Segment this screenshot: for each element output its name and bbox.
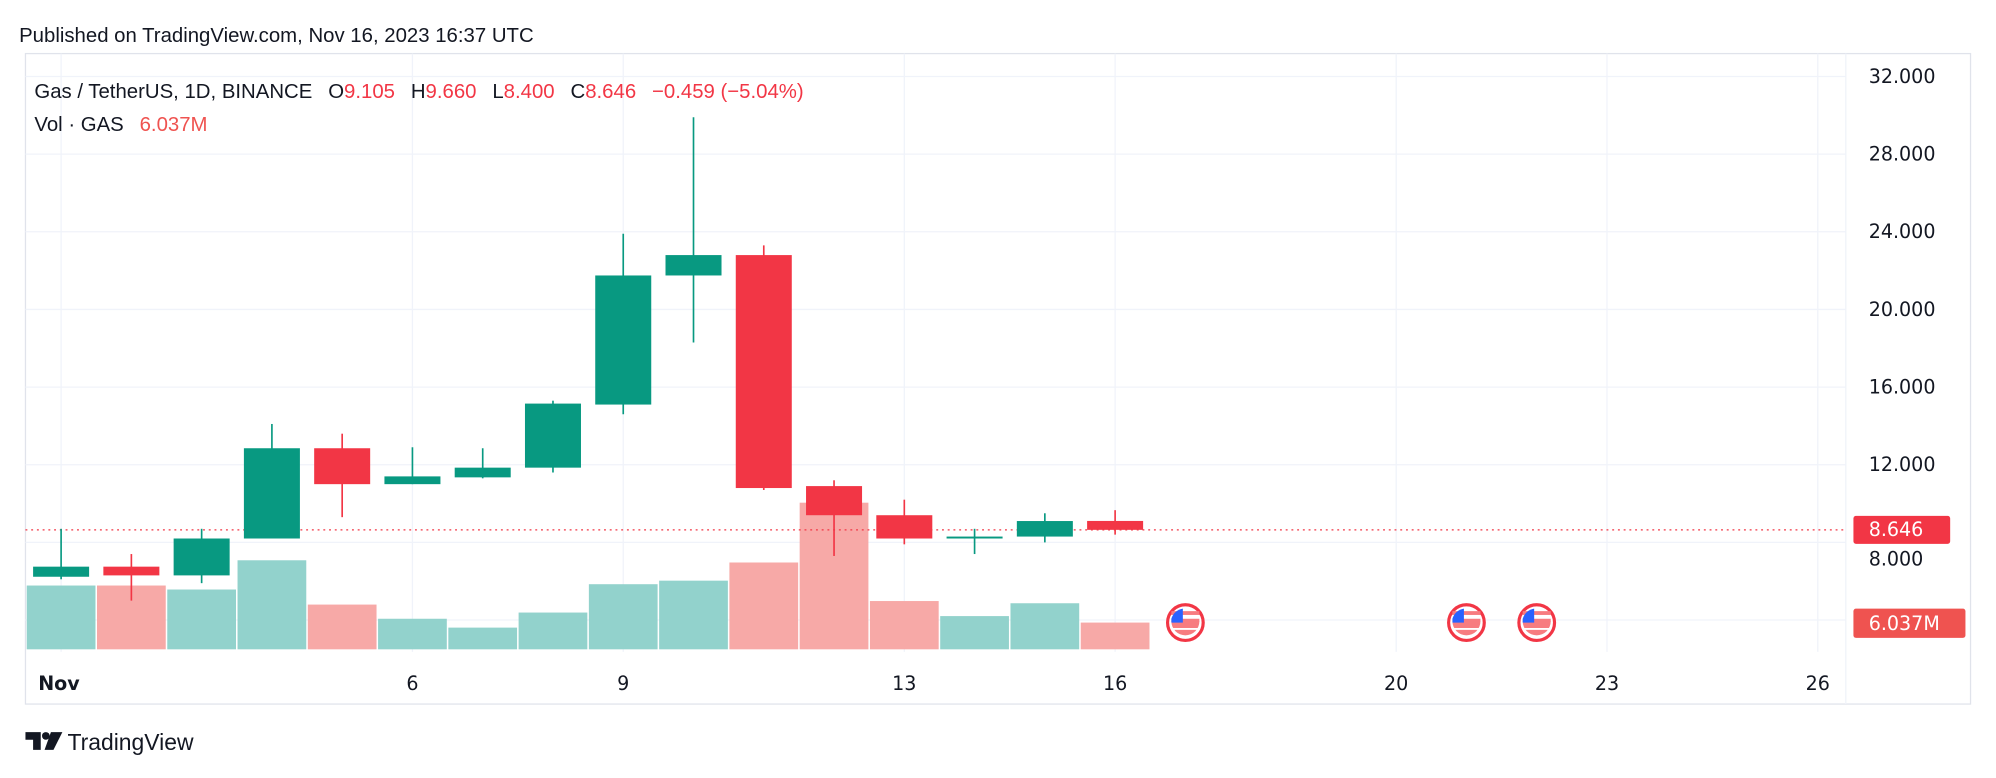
- time-tick-label: 9: [617, 672, 629, 695]
- candle-body[interactable]: [946, 536, 1003, 539]
- us-flag-icon[interactable]: [1165, 603, 1205, 643]
- time-tick-label: Nov: [38, 672, 80, 695]
- volume-bars: [26, 502, 1150, 650]
- chart-frame: [24, 52, 1972, 705]
- flag-stripe: [1171, 618, 1200, 622]
- candle-body[interactable]: [1016, 521, 1073, 537]
- published-text: Published on TradingView.com, Nov 16, 20…: [19, 25, 534, 47]
- time-tick-label: 13: [892, 672, 916, 695]
- last-volume-badge: 6.037M: [1853, 608, 1966, 638]
- change-value: −0.459 (−5.04%): [652, 81, 804, 103]
- flag-stripe: [1522, 618, 1551, 622]
- price-tick-label: 28.000: [1869, 143, 1936, 166]
- candles[interactable]: [33, 117, 1144, 601]
- close-value: 8.646: [585, 81, 636, 103]
- volume-bar: [448, 627, 518, 650]
- price-tick-label: 24.000: [1869, 220, 1936, 243]
- volume-bar: [588, 584, 658, 650]
- open-value: 9.105: [344, 81, 395, 103]
- price-tick-label: 32.000: [1869, 65, 1936, 88]
- us-flag-icon[interactable]: [1517, 603, 1557, 643]
- price-axis[interactable]: 32.000 28.000 24.000 20.000 16.000 12.000 8.00…: [1869, 65, 1936, 571]
- candle-body[interactable]: [595, 275, 652, 405]
- time-tick-label: 20: [1384, 672, 1408, 695]
- candle-body[interactable]: [454, 467, 511, 478]
- volume-value: 6.037M: [140, 114, 208, 136]
- candle-body[interactable]: [33, 566, 90, 577]
- flag-stripe: [1452, 618, 1481, 622]
- logo-text: TradingView: [67, 729, 194, 755]
- time-axis[interactable]: Nov 6 9 13 16 20 23 26: [38, 672, 1830, 695]
- volume-bar: [729, 562, 799, 650]
- volume-bar: [1080, 622, 1150, 650]
- candle-body[interactable]: [735, 255, 792, 489]
- time-tick-label: 23: [1595, 672, 1619, 695]
- flag-canton: [1522, 608, 1535, 623]
- price-tick-label: 16.000: [1869, 375, 1936, 398]
- time-tick-label: 6: [406, 672, 418, 695]
- last-volume-label: 6.037M: [1869, 612, 1940, 635]
- flag-canton: [1452, 608, 1464, 623]
- last-price-badge: 8.646: [1853, 515, 1951, 544]
- time-tick-label: 26: [1806, 672, 1830, 695]
- volume-bar: [26, 585, 96, 650]
- volume-bar: [167, 589, 237, 650]
- last-price-label: 8.646: [1869, 518, 1924, 541]
- candle-body[interactable]: [103, 566, 160, 576]
- volume-legend: Vol · GAS 6.037M: [34, 114, 207, 136]
- candle-body[interactable]: [243, 448, 300, 539]
- candle-body[interactable]: [1087, 520, 1144, 530]
- candle-body[interactable]: [314, 448, 371, 485]
- candle-body[interactable]: [876, 515, 933, 539]
- legend-line: Gas / TetherUS, 1D, BINANCE O9.105 H9.66…: [34, 81, 803, 103]
- volume-bar: [237, 560, 307, 650]
- volume-bar: [869, 601, 939, 650]
- us-flag-icon[interactable]: [1447, 603, 1486, 643]
- candle-body[interactable]: [384, 476, 441, 485]
- symbol-title: Gas / TetherUS, 1D, BINANCE: [34, 81, 312, 103]
- low-value: 8.400: [504, 81, 555, 103]
- tradingview-logo-icon: [25, 732, 63, 750]
- volume-bar: [659, 580, 728, 650]
- flag-stripe: [1452, 611, 1481, 615]
- high-value: 9.660: [426, 81, 477, 103]
- volume-bar: [1010, 603, 1080, 650]
- volume-bar: [518, 612, 588, 650]
- volume-bar: [378, 618, 447, 650]
- candle-body[interactable]: [665, 255, 722, 276]
- events[interactable]: [1165, 603, 1557, 643]
- candle-body[interactable]: [524, 403, 581, 468]
- candle-body[interactable]: [806, 486, 863, 516]
- volume-bar: [307, 604, 377, 650]
- candle-body[interactable]: [173, 538, 230, 576]
- price-tick-label: 20.000: [1869, 298, 1936, 321]
- time-tick-label: 16: [1103, 672, 1127, 695]
- flag-canton: [1171, 608, 1183, 623]
- flag-stripe: [1522, 611, 1551, 615]
- flag-stripe: [1171, 611, 1200, 615]
- volume-bar: [940, 616, 1009, 650]
- price-tick-label: 12.000: [1869, 453, 1936, 476]
- price-tick-label: 8.000: [1869, 547, 1924, 570]
- tradingview-logo[interactable]: TradingView: [25, 729, 194, 755]
